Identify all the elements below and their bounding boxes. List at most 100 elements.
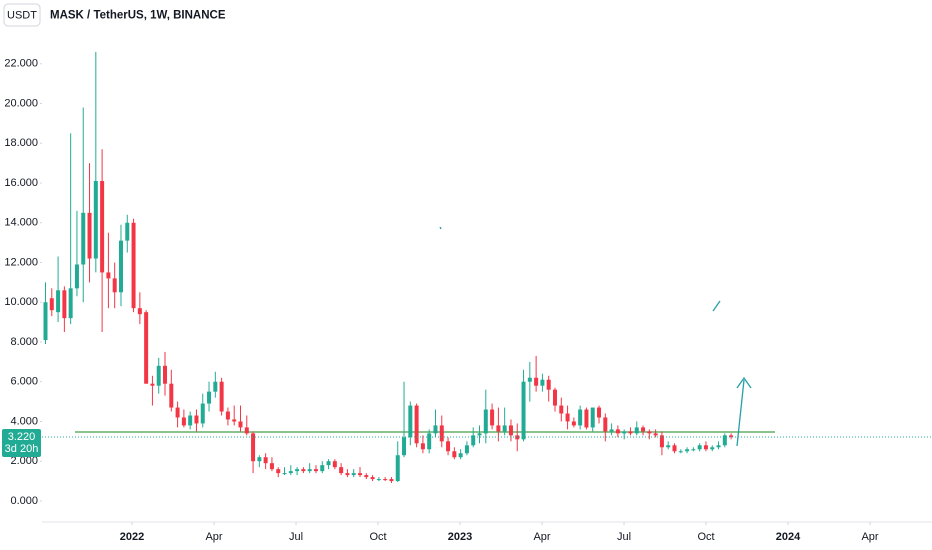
candle-body: [439, 425, 444, 442]
candle-body: [527, 377, 532, 382]
candle-body: [257, 457, 262, 462]
candle-body: [364, 475, 369, 478]
candle-body: [552, 389, 557, 406]
candle-body: [521, 381, 526, 440]
candle-body: [559, 405, 564, 414]
x-tick-label: Oct: [697, 531, 714, 543]
candle-body: [641, 427, 646, 432]
candle-body: [358, 473, 362, 476]
candle-body: [68, 288, 73, 319]
candle-body: [697, 445, 702, 450]
candle-body: [710, 447, 715, 450]
x-tick-label: 2022: [120, 531, 144, 543]
candle-body: [383, 479, 388, 481]
candle-body: [307, 469, 312, 472]
candle-body: [125, 222, 130, 241]
candle-body: [433, 425, 438, 434]
candle-body: [678, 451, 683, 453]
candle-body: [131, 222, 136, 309]
drawing-segment: [712, 300, 721, 312]
candle-body: [490, 409, 495, 426]
candle-body: [100, 181, 105, 273]
candle-body: [634, 427, 639, 434]
candle-body: [188, 415, 193, 426]
x-tick-label: 2024: [776, 531, 801, 543]
candle-body: [389, 479, 394, 482]
y-tick-label: 12.000: [4, 256, 38, 268]
candle-body: [144, 312, 149, 384]
candle-body: [320, 465, 325, 472]
candle-body: [483, 409, 488, 434]
candle-body: [515, 435, 520, 440]
candle-body: [565, 413, 570, 422]
candle-body: [622, 431, 627, 434]
candle-body: [446, 441, 451, 452]
y-tick-label: 0.000: [10, 495, 38, 507]
candle-body: [628, 431, 633, 434]
candle-body: [56, 290, 61, 313]
candle-body: [207, 391, 212, 404]
y-tick-label: 10.000: [4, 296, 38, 308]
candle-body: [345, 473, 350, 476]
candle-body: [263, 457, 268, 464]
candle-body: [647, 431, 652, 434]
candle-body: [169, 383, 174, 408]
x-tick-label: Apr: [205, 531, 222, 543]
candle-body: [609, 429, 614, 432]
quote-box[interactable]: [3, 3, 41, 27]
x-tick-label: Apr: [861, 531, 878, 543]
candle-body: [590, 407, 595, 428]
candle-body: [81, 212, 86, 265]
candle-body: [420, 443, 425, 450]
candle-body: [74, 264, 79, 289]
x-tick-label: Oct: [369, 531, 386, 543]
y-tick-label: 18.000: [4, 137, 38, 149]
candle-body: [408, 405, 413, 438]
last-price-label: 3.220: [8, 431, 36, 443]
candle-body: [219, 381, 224, 412]
candle-body: [106, 272, 111, 279]
candle-body: [200, 403, 205, 424]
candle-body: [716, 445, 721, 448]
last-price-badge: [2, 428, 41, 457]
y-tick-label: 20.000: [4, 97, 38, 109]
candle-body: [313, 469, 318, 472]
x-tick-label: Apr: [533, 531, 550, 543]
candle-body: [666, 445, 671, 448]
candle-body: [326, 461, 331, 466]
candle-body: [251, 433, 256, 462]
candle-body: [232, 419, 237, 422]
chart-title: MASK / TetherUS, 1W, BINANCE: [50, 10, 226, 22]
candle-body: [351, 473, 356, 476]
candle-body: [238, 421, 243, 428]
candle-body: [118, 240, 123, 293]
candle-body: [62, 290, 67, 319]
candle-body: [112, 278, 117, 293]
candle-body: [175, 407, 180, 418]
candle-body: [615, 429, 620, 434]
candle-body: [414, 405, 419, 444]
candle-body: [597, 407, 602, 418]
candle-body: [540, 379, 545, 386]
arrow-head: [736, 376, 752, 389]
countdown: 3d 20h: [5, 443, 39, 455]
x-tick-label: 2023: [448, 531, 472, 543]
candle-body: [301, 469, 306, 472]
candle-body: [332, 461, 337, 468]
candle-body: [546, 379, 551, 390]
candle-body: [339, 467, 344, 474]
y-tick-label: 8.000: [10, 336, 38, 348]
candle-body: [225, 411, 230, 420]
x-tick-label: Jul: [617, 531, 631, 543]
candle-body: [43, 302, 48, 340]
candle-body: [452, 451, 457, 458]
candle-body: [244, 427, 249, 434]
candle-body: [659, 435, 664, 448]
candle-body: [458, 453, 463, 458]
candle-body: [584, 409, 589, 428]
candle-body: [370, 477, 375, 480]
candle-body: [213, 381, 218, 392]
candle-body: [603, 417, 608, 432]
candle-body: [691, 449, 696, 451]
